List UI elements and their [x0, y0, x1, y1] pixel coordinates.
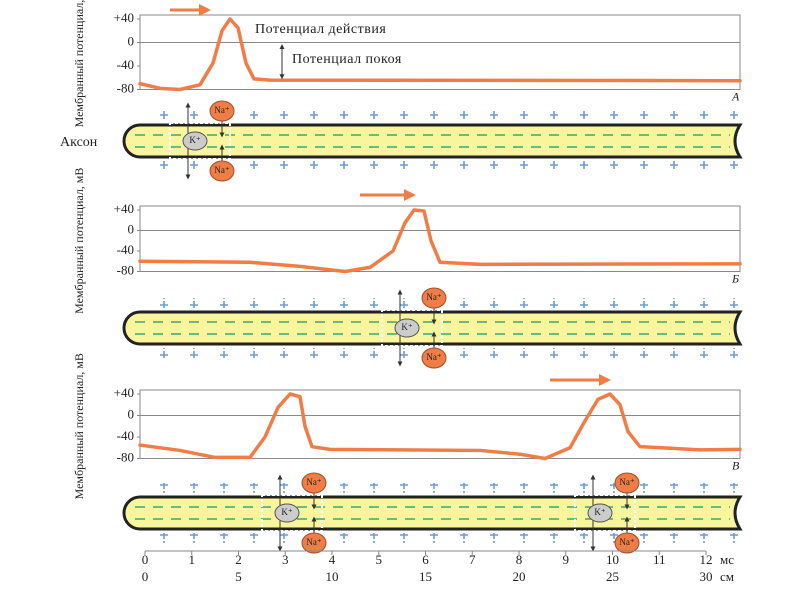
k-ion [587, 503, 613, 523]
active-zone [261, 494, 323, 532]
distance-unit: см [720, 569, 734, 584]
ion-label: Na⁺ [619, 537, 634, 547]
axon [122, 495, 743, 531]
time-tick-label: 12 [700, 552, 713, 567]
time-tick-label: 4 [329, 552, 336, 567]
membrane-potential-curve [138, 17, 742, 92]
axon [122, 123, 743, 159]
active-zone [574, 494, 636, 532]
y-tick-label: -40 [117, 242, 134, 257]
na-ion [301, 532, 327, 554]
plot-frame [139, 389, 741, 459]
ion-label: Na⁺ [426, 292, 441, 302]
na-ion [614, 472, 640, 494]
time-tick-label: 1 [189, 552, 196, 567]
ion-label: Na⁺ [214, 105, 229, 115]
plus-row [140, 483, 740, 493]
ion-label: Na⁺ [214, 165, 229, 175]
distance-tick-label: 25 [606, 569, 619, 584]
time-tick-label: 7 [469, 552, 476, 567]
ion-label: K⁺ [401, 322, 412, 332]
time-tick-label: 5 [376, 552, 383, 567]
y-tick-label: 0 [128, 406, 135, 421]
plot-frame [139, 14, 741, 90]
time-tick-label: 0 [142, 552, 149, 567]
y-axis-label: Мембранный потенциал, мВ [72, 0, 86, 127]
na-ion [421, 287, 447, 309]
na-ion [421, 347, 447, 369]
k-ion [182, 131, 208, 151]
distance-tick-label: 5 [235, 569, 242, 584]
time-tick-label: 2 [235, 552, 242, 567]
time-tick-label: 9 [563, 552, 570, 567]
k-ion [274, 503, 300, 523]
time-tick-label: 6 [422, 552, 429, 567]
time-tick-label: 3 [282, 552, 289, 567]
ion-label: K⁺ [189, 135, 200, 145]
annotation: Потенциал покоя [292, 52, 402, 67]
y-tick-label: +40 [114, 201, 134, 216]
membrane-potential-curve [138, 208, 742, 274]
panel-letter: Б [731, 271, 739, 285]
k-ion [394, 318, 420, 338]
time-tick-label: 10 [606, 552, 619, 567]
annotation: Потенциал действия [255, 22, 386, 37]
plus-row [140, 161, 740, 171]
na-ion [614, 532, 640, 554]
y-tick-label: +40 [114, 10, 134, 25]
axon-label: Аксон [60, 135, 98, 150]
membrane-potential-curve [138, 392, 742, 461]
ion-label: Na⁺ [306, 537, 321, 547]
distance-tick-label: 15 [419, 569, 432, 584]
panel-letter: А [731, 89, 740, 103]
y-tick-label: -80 [117, 449, 134, 464]
y-tick-label: -80 [117, 80, 134, 95]
ion-label: Na⁺ [306, 477, 321, 487]
plus-row [140, 533, 740, 543]
na-ion [301, 472, 327, 494]
y-axis-label: Мембранный потенциал, мВ [72, 168, 86, 314]
active-zone [381, 309, 443, 347]
ion-label: K⁺ [594, 507, 605, 517]
plus-row [140, 111, 740, 121]
time-tick-label: 8 [516, 552, 523, 567]
ion-label: Na⁺ [619, 477, 634, 487]
y-tick-label: -40 [117, 428, 134, 443]
distance-tick-label: 20 [513, 569, 526, 584]
active-zone [169, 122, 231, 160]
y-tick-label: -40 [117, 57, 134, 72]
y-tick-label: 0 [128, 221, 135, 236]
y-tick-label: +40 [114, 385, 134, 400]
distance-tick-label: 30 [700, 569, 713, 584]
axon [122, 310, 743, 346]
time-tick-label: 11 [653, 552, 666, 567]
na-ion [209, 160, 235, 182]
ion-label: Na⁺ [426, 352, 441, 362]
distance-tick-label: 0 [142, 569, 149, 584]
ion-label: K⁺ [281, 507, 292, 517]
plot-frame [139, 205, 741, 272]
distance-tick-label: 10 [326, 569, 339, 584]
panel-letter: В [732, 458, 740, 472]
na-ion [209, 100, 235, 122]
time-unit: мс [720, 552, 734, 567]
y-tick-label: -80 [117, 262, 134, 277]
y-axis-label: Мембранный потенциал, мВ [72, 353, 86, 499]
y-tick-label: 0 [128, 33, 135, 48]
